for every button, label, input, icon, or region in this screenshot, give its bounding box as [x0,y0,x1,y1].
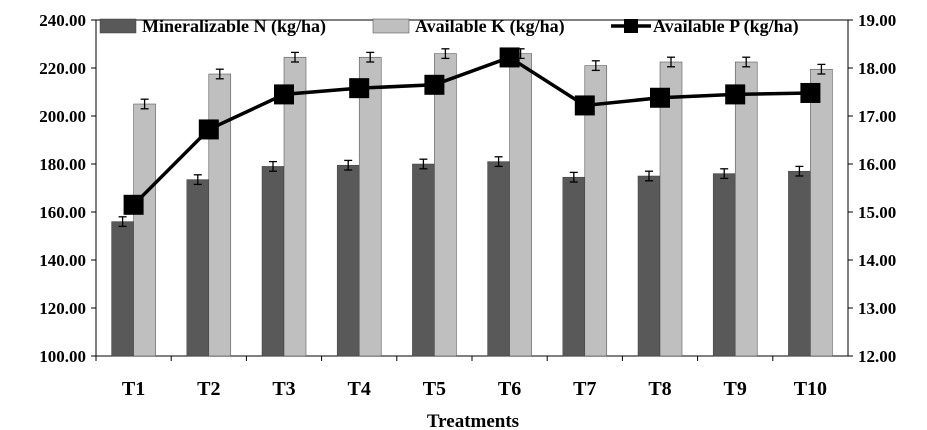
legend-marker [624,19,638,33]
x-tick-label: T10 [794,378,827,400]
bar [637,175,661,357]
bar [810,68,833,357]
x-tick-label: T9 [724,378,747,400]
x-tick-label: T6 [498,378,521,400]
y-right-tick-label: 12.00 [858,347,896,366]
x-tick-label: T2 [197,378,220,400]
line-marker [800,82,821,103]
bar [562,176,586,357]
x-tick-label: T4 [348,378,371,400]
line-marker [198,119,219,140]
y-left-tick-label: 100.00 [39,347,86,366]
x-tick-label: T5 [423,378,446,400]
bar [133,103,156,357]
legend-label: Available P (kg/ha) [653,16,799,37]
y-right-tick-label: 15.00 [858,203,896,222]
bar [186,179,210,357]
line-marker [725,84,746,105]
line-marker [574,95,595,116]
bar [336,164,360,357]
bar [208,73,232,357]
y-left-tick-label: 120.00 [39,299,86,318]
y-left-tick-label: 180.00 [39,155,86,174]
bar [712,173,736,357]
bar [412,163,435,357]
bar [261,166,285,357]
x-tick-label: T1 [122,378,145,400]
bar [788,170,811,357]
line-marker [650,87,670,108]
bar [509,53,532,357]
axes: 100.00 120.00 140.00 160.00 180.00 200.00 220.… [39,11,896,400]
x-tick-label: T8 [648,378,671,400]
y-right-tick-label: 18.00 [858,59,896,78]
y-right-tick-label: 13.00 [858,299,896,318]
y-right-tick-label: 17.00 [858,107,896,126]
line-marker [349,78,370,99]
line-marker [424,74,445,95]
y-right-tick-label: 14.00 [858,251,896,270]
bar [434,53,457,357]
bar [734,61,758,357]
legend-label: Mineralizable N (kg/ha) [142,16,326,37]
x-tick-label: T3 [272,378,295,400]
bar [487,161,510,357]
legend-swatch [99,18,137,34]
line-marker [499,47,520,68]
y-left-tick-label: 160.00 [39,203,86,222]
x-tick-label: T7 [573,378,596,400]
line-marker [274,84,294,105]
bars [111,48,833,357]
line-path [132,55,811,207]
line-marker [123,194,144,215]
line-series [123,47,821,215]
y-left-tick-label: 140.00 [39,251,86,270]
bar [111,221,134,357]
y-left-tick-label: 200.00 [39,107,86,126]
y-left-tick-label: 220.00 [39,59,86,78]
y-right-tick-label: 16.00 [858,155,896,174]
x-axis-label: Treatments [427,411,519,430]
y-left-tick-label: 240.00 [39,11,86,30]
legend-swatch [372,18,410,34]
legend: Mineralizable N (kg/ha) Available K (kg/h… [99,16,799,37]
y-right-tick-label: 19.00 [858,11,896,30]
legend-label: Available K (kg/ha) [415,16,565,37]
bar [358,56,382,357]
